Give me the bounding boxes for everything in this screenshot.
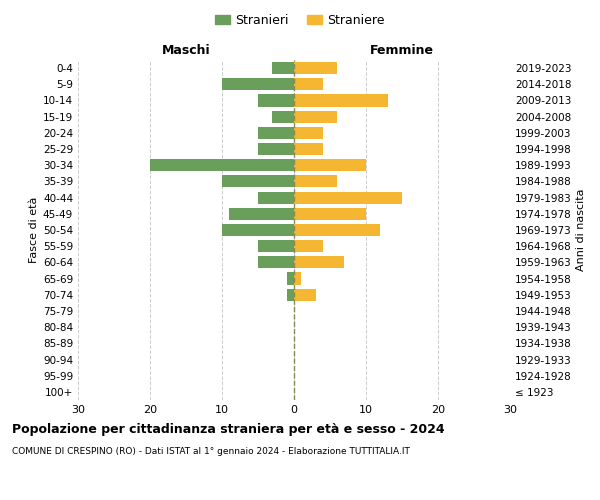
Bar — [258, 127, 294, 139]
Bar — [272, 62, 294, 74]
Bar — [294, 224, 380, 236]
Bar — [272, 110, 294, 122]
Bar — [294, 192, 402, 203]
Legend: Stranieri, Straniere: Stranieri, Straniere — [210, 8, 390, 32]
Bar — [294, 256, 344, 268]
Bar — [294, 143, 323, 155]
Text: Femmine: Femmine — [370, 44, 434, 57]
Bar — [258, 256, 294, 268]
Bar — [294, 240, 323, 252]
Bar — [222, 78, 294, 90]
Bar — [287, 288, 294, 301]
Bar — [287, 272, 294, 284]
Bar — [150, 159, 294, 172]
Bar — [258, 94, 294, 106]
Bar — [294, 272, 301, 284]
Bar — [294, 127, 323, 139]
Bar — [258, 240, 294, 252]
Bar — [294, 110, 337, 122]
Bar — [229, 208, 294, 220]
Y-axis label: Anni di nascita: Anni di nascita — [576, 188, 586, 271]
Y-axis label: Fasce di età: Fasce di età — [29, 197, 39, 263]
Text: COMUNE DI CRESPINO (RO) - Dati ISTAT al 1° gennaio 2024 - Elaborazione TUTTITALI: COMUNE DI CRESPINO (RO) - Dati ISTAT al … — [12, 448, 410, 456]
Bar — [294, 62, 337, 74]
Bar — [294, 159, 366, 172]
Text: Popolazione per cittadinanza straniera per età e sesso - 2024: Popolazione per cittadinanza straniera p… — [12, 422, 445, 436]
Bar — [294, 288, 316, 301]
Bar — [258, 143, 294, 155]
Text: Maschi: Maschi — [161, 44, 211, 57]
Bar — [222, 224, 294, 236]
Bar — [294, 176, 337, 188]
Bar — [294, 78, 323, 90]
Bar — [222, 176, 294, 188]
Bar — [294, 208, 366, 220]
Bar — [258, 192, 294, 203]
Bar — [294, 94, 388, 106]
